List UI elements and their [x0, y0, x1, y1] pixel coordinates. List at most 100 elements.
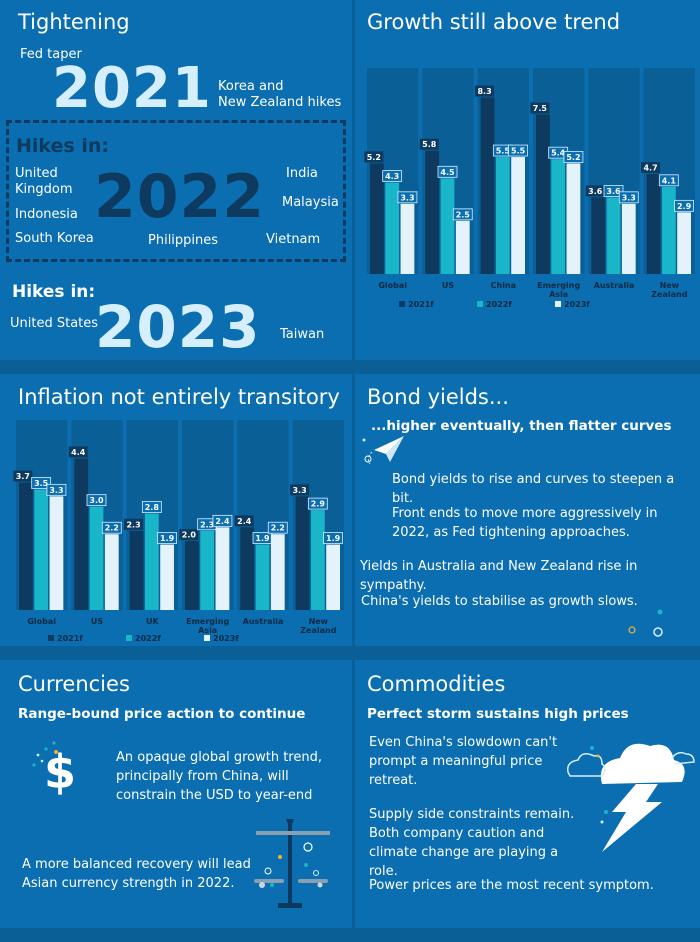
- data-label-box: [618, 191, 639, 204]
- bonds-subtitle: ...higher eventually, then flatter curve…: [371, 418, 672, 434]
- data-label-2023f-3: 5.2: [566, 153, 580, 162]
- legend-label: 2023f: [564, 300, 590, 309]
- data-label-2023f-0: 3.3: [400, 193, 414, 202]
- data-label-2021f-1: 4.4: [71, 448, 86, 457]
- divider-vertical: [352, 0, 355, 942]
- legend-label: 2021f: [408, 300, 434, 309]
- hikes-in-2022-label: Hikes in:: [16, 135, 109, 157]
- data-label-box: [124, 518, 144, 530]
- country-indonesia: Indonesia: [15, 207, 78, 222]
- divider-2: [0, 646, 700, 660]
- data-label-2021f-4: 3.6: [588, 187, 603, 196]
- x-tick-label: Asia: [198, 626, 217, 635]
- data-label-2022f-1: 4.5: [440, 168, 455, 177]
- commodities-subtitle: Perfect storm sustains high prices: [367, 706, 629, 722]
- data-label-box: [658, 174, 679, 187]
- bar-2021f-0: [19, 482, 33, 610]
- data-label-2023f-2: 5.5: [511, 147, 526, 156]
- panel-tightening: [0, 0, 352, 360]
- tightening-title: Tightening: [18, 10, 130, 34]
- data-label-2022f-3: 2.3: [200, 520, 214, 529]
- data-label-2021f-1: 5.8: [422, 140, 437, 149]
- data-label-box: [382, 170, 403, 182]
- x-tick-label: US: [442, 281, 454, 290]
- bar-2023f-5: [677, 212, 691, 274]
- data-label-box: [13, 470, 33, 482]
- country-vietnam: Vietnam: [266, 232, 321, 247]
- inflation-title: Inflation not entirely transitory: [18, 385, 340, 409]
- divider-3: [0, 928, 700, 942]
- data-label-box: [46, 483, 67, 496]
- x-tick-label: Global: [378, 281, 407, 290]
- bar-2021f-4: [240, 527, 255, 610]
- data-label-box: [397, 191, 418, 204]
- panel-bonds: [355, 374, 700, 646]
- data-label-2022f-1: 3.0: [89, 496, 104, 505]
- data-label-2023f-3: 2.4: [215, 517, 230, 526]
- bar-2023f-3: [566, 163, 581, 274]
- x-tick-label: Global: [27, 617, 56, 626]
- country-taiwan: Taiwan: [280, 327, 325, 342]
- data-label-box: [603, 185, 624, 197]
- data-label-2023f-4: 3.3: [622, 193, 636, 202]
- bar-2022f-0: [385, 182, 400, 274]
- bar-2023f-2: [511, 157, 525, 274]
- bar-2022f-4: [606, 197, 621, 274]
- bar-2022f-3: [551, 159, 566, 274]
- data-label-2022f-2: 5.5: [496, 147, 511, 156]
- bar-2021f-3: [185, 541, 199, 610]
- x-tick-label: New: [309, 617, 329, 626]
- data-label-box: [508, 144, 529, 157]
- country-uk: United Kingdom: [15, 166, 73, 197]
- data-label-box: [419, 138, 439, 150]
- x-tick-label: Emerging: [186, 617, 229, 626]
- bar-2021f-2: [480, 97, 495, 274]
- data-label-box: [31, 477, 52, 489]
- data-label-box: [437, 165, 458, 178]
- data-label-2021f-5: 4.7: [643, 164, 657, 173]
- data-label-2021f-2: 2.3: [126, 520, 140, 529]
- data-label-2022f-0: 4.3: [385, 172, 399, 181]
- data-label-2021f-3: 2.0: [182, 531, 197, 540]
- bubbles-icon: [628, 609, 663, 637]
- data-label-box: [234, 515, 254, 527]
- legend-swatch: [204, 635, 210, 641]
- data-label-2023f-5: 2.9: [677, 202, 692, 211]
- country-united-states: United States: [10, 316, 99, 331]
- legend-label: 2023f: [213, 634, 239, 643]
- scales-icon: [254, 819, 330, 908]
- legend-label: 2021f: [57, 634, 83, 643]
- paper-plane-icon: [362, 436, 404, 465]
- commodities-point-1: Even China's slowdown can't prompt a mea…: [369, 735, 558, 788]
- x-tick-label: Australia: [243, 617, 284, 626]
- currencies-title: Currencies: [18, 672, 130, 696]
- legend-swatch: [399, 301, 405, 307]
- legend-swatch: [555, 301, 561, 307]
- data-label-box: [641, 162, 661, 174]
- data-label-2023f-4: 2.2: [271, 524, 285, 533]
- data-label-box: [323, 532, 344, 544]
- bar-2021f-1: [74, 458, 89, 610]
- data-label-2022f-4: 3.6: [606, 187, 621, 196]
- country-philippines: Philippines: [148, 233, 219, 248]
- x-tick-label: UK: [146, 617, 159, 626]
- bonds-point-3: Yields in Australia and New Zealand rise…: [360, 559, 638, 593]
- x-tick-label: Australia: [594, 281, 635, 290]
- bar-2021f-2: [129, 530, 144, 610]
- dollar-bubbles-icon: [32, 741, 58, 767]
- data-label-box: [179, 529, 199, 541]
- inflation-chart: 3.73.53.3Global4.43.02.2US2.32.81.9UK2.0…: [13, 420, 344, 643]
- bar-2021f-3: [536, 114, 550, 274]
- growth-chart: 5.2 4.3 3.3 Global 5.8 4.5 2.5 US 8.3 5.5 5.5 China…: [364, 68, 695, 309]
- data-label-2021f-5: 3.3: [292, 486, 306, 495]
- hikes-in-2023-label: Hikes in:: [12, 282, 96, 302]
- bar-2022f-4: [255, 544, 270, 610]
- data-label-box: [86, 494, 107, 507]
- bar-2022f-5: [661, 186, 676, 274]
- bar-2022f-3: [200, 530, 215, 610]
- bar-2021f-5: [295, 496, 310, 610]
- bar-2023f-4: [621, 203, 636, 274]
- data-label-box: [68, 446, 88, 458]
- data-label-2022f-3: 5.4: [551, 149, 566, 158]
- data-label-box: [101, 521, 122, 534]
